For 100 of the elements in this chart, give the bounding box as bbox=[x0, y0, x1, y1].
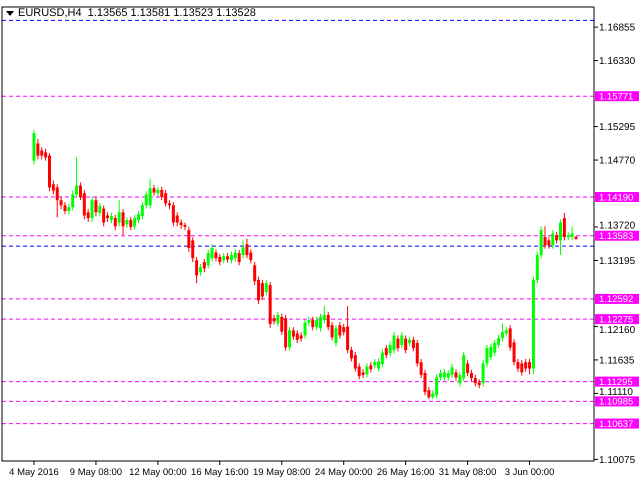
ref-line-label: 1.13583 bbox=[599, 231, 634, 242]
chart-title: EURUSD,H4 1.13565 1.13581 1.13523 1.13528 bbox=[18, 7, 256, 19]
candlestick bbox=[296, 330, 299, 344]
candlestick bbox=[214, 248, 218, 262]
candlestick bbox=[562, 212, 566, 241]
candlestick bbox=[380, 348, 384, 368]
candlestick bbox=[504, 326, 508, 338]
candlestick bbox=[82, 190, 86, 220]
ref-line-label: 1.11295 bbox=[599, 376, 633, 388]
candlestick bbox=[454, 368, 458, 382]
candlestick bbox=[365, 362, 368, 378]
candlestick bbox=[40, 146, 44, 160]
candlestick bbox=[500, 322, 504, 342]
y-tick-label: 1.16330 bbox=[599, 56, 636, 68]
candlestick bbox=[570, 226, 574, 241]
candlestick bbox=[245, 238, 248, 259]
candlestick bbox=[210, 244, 214, 262]
candlestick bbox=[118, 200, 121, 227]
candlestick bbox=[559, 218, 562, 256]
candlestick bbox=[152, 184, 156, 196]
x-tick-label: 19 May 08:00 bbox=[252, 467, 311, 478]
candlestick bbox=[555, 232, 558, 244]
ref-line-label: 1.12592 bbox=[599, 294, 634, 306]
candlestick bbox=[311, 316, 314, 331]
candlestick bbox=[315, 316, 318, 331]
candlestick bbox=[338, 321, 342, 340]
candlestick bbox=[547, 236, 550, 250]
ref-line-label: 1.15771 bbox=[599, 92, 634, 103]
candlestick bbox=[474, 374, 477, 387]
candlestick bbox=[497, 334, 500, 349]
candlestick bbox=[292, 326, 295, 340]
candlestick bbox=[264, 279, 268, 296]
y-tick-label: 1.15295 bbox=[599, 122, 636, 134]
candlestick bbox=[148, 178, 152, 209]
candlestick bbox=[110, 212, 113, 224]
ref-line-label: 1.10985 bbox=[599, 396, 634, 408]
candlestick bbox=[404, 334, 408, 354]
candlestick bbox=[106, 212, 110, 222]
candlestick bbox=[276, 311, 280, 327]
candlestick bbox=[129, 216, 132, 231]
candlestick bbox=[226, 252, 230, 264]
candlestick bbox=[90, 196, 94, 222]
candlestick bbox=[400, 332, 404, 349]
candlestick bbox=[60, 196, 63, 210]
x-tick-label: 26 May 16:00 bbox=[376, 467, 434, 478]
candlestick bbox=[234, 248, 237, 262]
candlestick bbox=[435, 374, 438, 400]
candlestick bbox=[485, 344, 488, 368]
candlestick bbox=[384, 344, 388, 359]
candlestick bbox=[304, 318, 306, 340]
candlestick bbox=[524, 358, 528, 372]
x-tick-label: 12 May 00:00 bbox=[129, 467, 187, 478]
candlestick bbox=[36, 138, 40, 160]
candlestick bbox=[466, 360, 470, 377]
candlestick bbox=[133, 214, 136, 230]
candlestick bbox=[516, 358, 520, 372]
candlestick bbox=[334, 324, 338, 347]
candlestick bbox=[198, 263, 202, 276]
y-tick-label: 1.13720 bbox=[599, 220, 636, 232]
candlestick bbox=[446, 369, 450, 382]
y-tick-label: 1.14770 bbox=[599, 156, 636, 167]
y-tick-label: 1.11635 bbox=[599, 355, 635, 366]
candlestick bbox=[125, 216, 128, 228]
candlestick bbox=[288, 326, 292, 352]
y-tick-label: 1.12160 bbox=[599, 325, 636, 336]
candlestick bbox=[520, 360, 524, 376]
candlestick bbox=[408, 336, 412, 347]
candlestick bbox=[346, 306, 350, 354]
candlestick bbox=[493, 339, 496, 356]
candlestick bbox=[470, 369, 473, 382]
candlestick bbox=[528, 358, 532, 375]
candlestick bbox=[144, 190, 148, 209]
x-tick-label: 9 May 08:00 bbox=[70, 467, 122, 478]
candlestick bbox=[195, 256, 198, 284]
x-tick-label: 24 May 00:00 bbox=[314, 467, 373, 478]
ref-line-label: 1.14190 bbox=[599, 192, 634, 204]
candlestick bbox=[482, 360, 485, 387]
y-tick-label: 1.11110 bbox=[599, 386, 634, 398]
x-tick-label: 16 May 16:00 bbox=[191, 467, 249, 478]
candlestick bbox=[238, 249, 241, 266]
candlestick bbox=[102, 204, 106, 227]
candlestick bbox=[164, 190, 168, 208]
candlestick bbox=[94, 196, 98, 217]
candlestick bbox=[122, 208, 125, 236]
candlestick bbox=[392, 332, 396, 354]
candlestick bbox=[373, 358, 376, 370]
candlestick bbox=[544, 226, 547, 250]
candlestick bbox=[551, 230, 554, 250]
candlestick bbox=[242, 240, 245, 259]
candlestick bbox=[450, 364, 454, 379]
candlestick bbox=[300, 332, 303, 342]
candlestick bbox=[114, 214, 117, 231]
candlestick bbox=[206, 249, 210, 269]
ref-line-label: 1.12275 bbox=[599, 314, 634, 326]
candlestick bbox=[260, 279, 264, 300]
candlestick bbox=[318, 313, 322, 332]
candlestick bbox=[156, 186, 160, 197]
candlestick bbox=[71, 190, 74, 211]
candlestick bbox=[56, 184, 59, 218]
x-tick-label: 4 May 2016 bbox=[9, 467, 59, 478]
